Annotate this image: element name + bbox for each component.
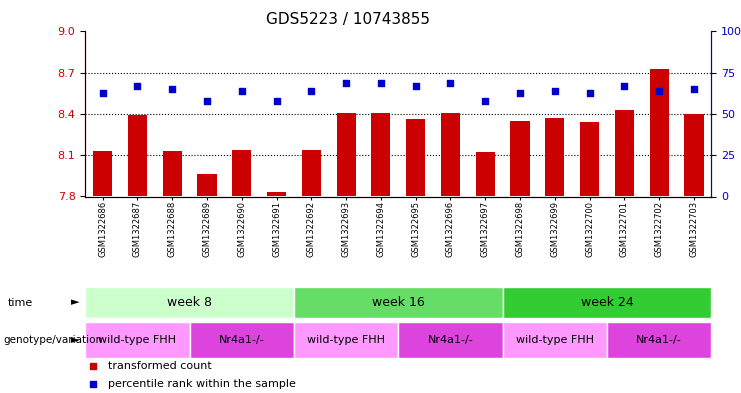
Text: transformed count: transformed count xyxy=(107,362,211,371)
Bar xyxy=(85,322,190,358)
Bar xyxy=(336,112,356,196)
Text: GSM1322693: GSM1322693 xyxy=(342,201,350,257)
Bar xyxy=(267,192,286,196)
Text: genotype/variation: genotype/variation xyxy=(4,335,103,345)
Point xyxy=(201,97,213,104)
Text: GSM1322702: GSM1322702 xyxy=(655,201,664,257)
Point xyxy=(619,83,631,89)
Text: GSM1322698: GSM1322698 xyxy=(516,201,525,257)
Point xyxy=(688,86,700,92)
Bar xyxy=(511,121,530,196)
Text: ►: ► xyxy=(71,335,79,345)
Point xyxy=(336,131,348,137)
Text: GSM1322695: GSM1322695 xyxy=(411,201,420,257)
Text: GSM1322699: GSM1322699 xyxy=(551,201,559,257)
Bar xyxy=(399,322,502,358)
Bar xyxy=(502,322,607,358)
Point xyxy=(584,89,596,95)
Point xyxy=(410,83,422,89)
Point xyxy=(96,89,108,95)
Text: Nr4a1-/-: Nr4a1-/- xyxy=(637,335,682,345)
Point xyxy=(479,97,491,104)
Text: GSM1322696: GSM1322696 xyxy=(446,201,455,257)
Text: GSM1322688: GSM1322688 xyxy=(167,201,176,257)
Text: Nr4a1-/-: Nr4a1-/- xyxy=(219,335,265,345)
Bar xyxy=(476,152,495,196)
Text: GSM1322686: GSM1322686 xyxy=(98,201,107,257)
Text: GSM1322692: GSM1322692 xyxy=(307,201,316,257)
Text: ►: ► xyxy=(71,298,79,308)
Bar xyxy=(162,151,182,196)
Point xyxy=(336,292,348,298)
Text: GSM1322700: GSM1322700 xyxy=(585,201,594,257)
Point xyxy=(445,79,456,86)
Text: GSM1322690: GSM1322690 xyxy=(237,201,246,257)
Bar xyxy=(93,151,112,196)
Bar xyxy=(371,112,391,196)
Bar xyxy=(685,114,703,196)
Bar xyxy=(441,112,460,196)
Text: GSM1322697: GSM1322697 xyxy=(481,201,490,257)
Text: wild-type FHH: wild-type FHH xyxy=(307,335,385,345)
Point xyxy=(375,79,387,86)
Bar xyxy=(85,287,294,318)
Bar xyxy=(294,322,399,358)
Text: time: time xyxy=(7,298,33,308)
Point xyxy=(236,88,247,94)
Text: week 8: week 8 xyxy=(167,296,212,309)
Bar xyxy=(294,287,502,318)
Bar xyxy=(406,119,425,196)
Bar xyxy=(502,287,711,318)
Bar xyxy=(302,150,321,196)
Text: GSM1322701: GSM1322701 xyxy=(620,201,629,257)
Text: week 16: week 16 xyxy=(372,296,425,309)
Text: GSM1322689: GSM1322689 xyxy=(202,201,211,257)
Point xyxy=(654,88,665,94)
Bar xyxy=(607,322,711,358)
Text: wild-type FHH: wild-type FHH xyxy=(516,335,594,345)
Point xyxy=(514,89,526,95)
Point xyxy=(549,88,561,94)
Text: GSM1322694: GSM1322694 xyxy=(376,201,385,257)
Point xyxy=(131,83,143,89)
Point xyxy=(270,97,282,104)
Bar xyxy=(232,150,251,196)
Bar xyxy=(197,174,216,196)
Text: GSM1322703: GSM1322703 xyxy=(689,201,699,257)
Text: percentile rank within the sample: percentile rank within the sample xyxy=(107,379,296,389)
Bar xyxy=(650,68,668,196)
Bar xyxy=(128,115,147,196)
Text: week 24: week 24 xyxy=(581,296,634,309)
Text: GDS5223 / 10743855: GDS5223 / 10743855 xyxy=(266,12,431,27)
Point xyxy=(340,79,352,86)
Text: wild-type FHH: wild-type FHH xyxy=(99,335,176,345)
Bar xyxy=(190,322,294,358)
Bar xyxy=(615,110,634,196)
Text: GSM1322691: GSM1322691 xyxy=(272,201,281,257)
Bar xyxy=(545,118,565,196)
Point xyxy=(166,86,178,92)
Point xyxy=(305,88,317,94)
Text: GSM1322687: GSM1322687 xyxy=(133,201,142,257)
Text: Nr4a1-/-: Nr4a1-/- xyxy=(428,335,473,345)
Bar xyxy=(580,122,599,196)
